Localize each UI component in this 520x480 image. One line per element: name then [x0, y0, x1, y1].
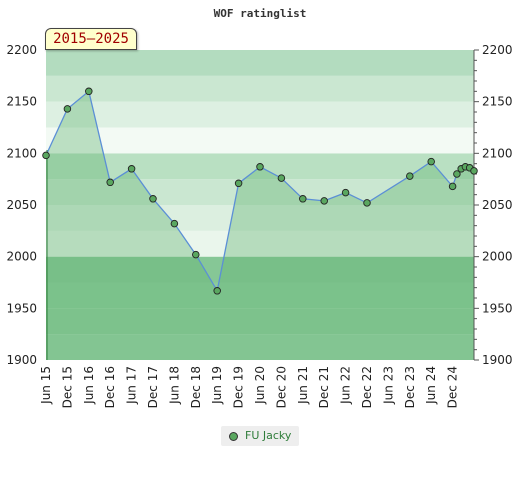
data-point-23[interactable] — [470, 167, 478, 175]
band-11 — [46, 50, 474, 76]
x-tick-label: Dec 21 — [317, 366, 331, 408]
x-tick-label: Jun 19 — [210, 366, 224, 405]
band-4 — [46, 230, 474, 257]
x-tick-label: Dec 15 — [60, 366, 74, 408]
y-tick-label-left: 2000 — [6, 250, 37, 264]
y-tick-label-left: 2100 — [6, 146, 37, 160]
x-tick-label: Jun 22 — [339, 366, 353, 405]
data-point-19[interactable] — [453, 170, 461, 178]
legend-label: FU Jacky — [245, 429, 292, 442]
y-tick-label-right: 2200 — [482, 43, 513, 57]
band-3 — [46, 256, 474, 283]
data-points — [42, 87, 478, 295]
data-point-9[interactable] — [234, 179, 243, 188]
y-tick-label-left: 1950 — [6, 301, 37, 315]
x-tick-label: Dec 16 — [103, 366, 117, 408]
data-point-5[interactable] — [149, 195, 157, 203]
band-6 — [46, 179, 474, 205]
chart-title: WOF ratinglist — [214, 7, 307, 20]
y-tick-label-right: 2050 — [482, 198, 513, 212]
band-2 — [46, 282, 474, 309]
data-point-11[interactable] — [277, 174, 286, 182]
legend-marker-icon — [229, 432, 238, 441]
band-10 — [46, 75, 474, 102]
x-tick-label: Dec 20 — [274, 366, 288, 408]
data-point-8[interactable] — [213, 287, 221, 295]
y-tick-label-right: 2150 — [482, 95, 513, 109]
data-point-2[interactable] — [85, 87, 93, 96]
x-tick-label: Jun 15 — [39, 366, 53, 405]
x-tick-label: Dec 24 — [446, 366, 460, 408]
area-fill — [46, 91, 474, 361]
data-point-17[interactable] — [427, 157, 435, 166]
x-tick-label: Jun 24 — [424, 366, 438, 405]
x-tick-label: Dec 17 — [146, 366, 160, 408]
x-tick-label: Jun 23 — [381, 366, 395, 405]
data-point-18[interactable] — [448, 182, 457, 191]
x-axis-labels: Jun 15 Dec 15 Jun 16 Dec 16 Jun 17 Dec 17 Jun … — [39, 366, 460, 408]
x-tick-label: Dec 22 — [360, 366, 374, 408]
band-8 — [46, 127, 474, 154]
band-9 — [46, 101, 474, 128]
data-point-6[interactable] — [170, 219, 179, 228]
data-point-4[interactable] — [127, 165, 136, 173]
data-point-7[interactable] — [192, 250, 200, 259]
y-tick-label-left: 2200 — [6, 43, 37, 57]
y-tick-label-right: 2000 — [482, 250, 513, 264]
period-badge: 2015–2025 — [45, 28, 137, 50]
axes — [46, 49, 479, 361]
data-point-1[interactable] — [63, 105, 72, 113]
data-point-10[interactable] — [256, 163, 264, 171]
band-1 — [46, 308, 474, 335]
x-tick-label: Jun 17 — [125, 366, 139, 405]
y-tick-label-right: 1950 — [482, 301, 513, 315]
x-tick-label: Jun 20 — [253, 366, 267, 405]
y-tick-label-left: 1900 — [6, 353, 37, 367]
x-tick-label: Dec 18 — [189, 366, 203, 408]
data-point-13[interactable] — [320, 197, 328, 205]
band-0 — [46, 334, 474, 360]
x-tick-label: Dec 19 — [232, 366, 246, 408]
x-tick-label: Jun 21 — [296, 366, 310, 405]
data-point-15[interactable] — [363, 199, 371, 207]
x-tick-label: Jun 18 — [167, 366, 181, 405]
y-axis-left-labels: 1900 1950 2000 2050 2100 2150 2200 — [6, 43, 37, 367]
data-point-16[interactable] — [406, 172, 414, 180]
data-point-0[interactable] — [42, 151, 50, 160]
y-axis-right-labels: 1900 1950 2000 2050 2100 2150 2200 — [482, 43, 513, 367]
background-bands — [46, 50, 474, 360]
y-tick-label-right: 1900 — [482, 353, 513, 367]
data-point-12[interactable] — [299, 195, 307, 203]
y-tick-label-left: 2050 — [6, 198, 37, 212]
x-tick-label: Jun 16 — [82, 366, 96, 405]
data-point-3[interactable] — [106, 178, 114, 187]
x-tick-label: Dec 23 — [403, 366, 417, 408]
data-point-14[interactable] — [341, 188, 350, 197]
y-tick-label-left: 2150 — [6, 95, 37, 109]
legend[interactable]: FU Jacky — [221, 426, 299, 446]
y-tick-label-right: 2100 — [482, 146, 513, 160]
band-5 — [46, 205, 474, 231]
